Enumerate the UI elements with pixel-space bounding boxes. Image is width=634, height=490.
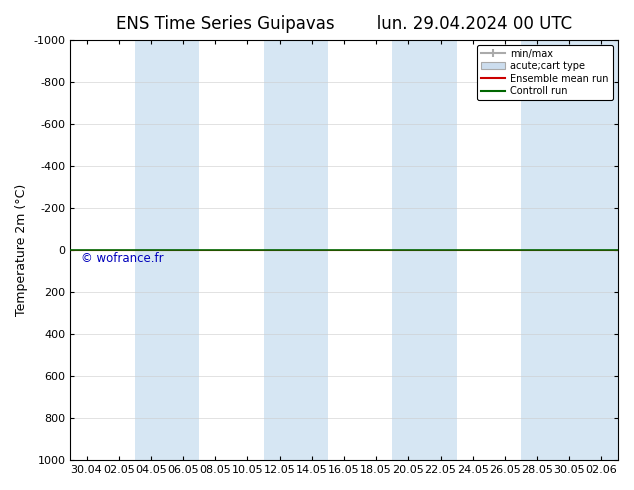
Bar [392, 40, 456, 460]
Y-axis label: Temperature 2m (°C): Temperature 2m (°C) [15, 184, 28, 316]
Text: © wofrance.fr: © wofrance.fr [81, 252, 164, 265]
Legend: min/max, acute;cart type, Ensemble mean run, Controll run: min/max, acute;cart type, Ensemble mean … [477, 45, 612, 100]
Bar [135, 40, 199, 460]
Bar [264, 40, 328, 460]
Bar [585, 40, 618, 460]
Title: ENS Time Series Guipavas        lun. 29.04.2024 00 UTC: ENS Time Series Guipavas lun. 29.04.2024… [116, 15, 572, 33]
Bar [521, 40, 585, 460]
